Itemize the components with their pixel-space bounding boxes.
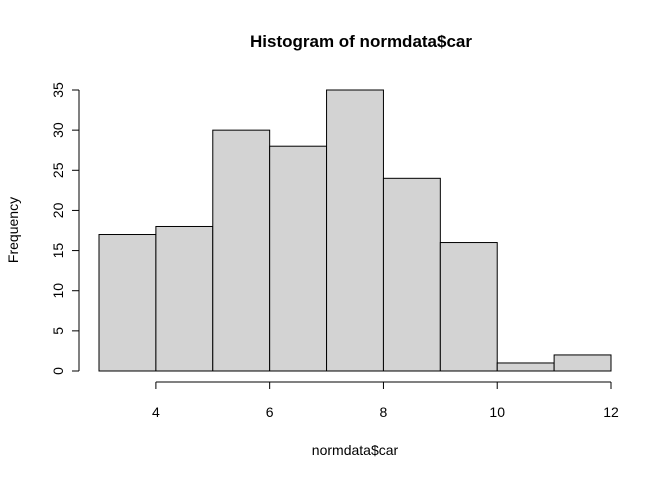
x-tick-label: 8 <box>380 404 388 420</box>
bars-group <box>98 89 612 372</box>
y-tick-label: 20 <box>50 202 66 218</box>
y-tick-label: 25 <box>50 162 66 178</box>
y-tick-label: 0 <box>50 367 66 375</box>
chart-title: Histogram of normdata$car <box>250 32 472 51</box>
x-axis-label: normdata$car <box>312 442 399 458</box>
y-tick-label: 35 <box>50 82 66 98</box>
y-tick-label: 15 <box>50 243 66 259</box>
histogram-bar <box>326 89 384 372</box>
histogram-bar <box>382 177 441 372</box>
histogram-bar <box>439 242 498 372</box>
x-axis: 4 6 8 10 12 <box>152 381 619 420</box>
x-tick-label: 6 <box>266 404 274 420</box>
y-tick-label: 10 <box>50 283 66 299</box>
x-tick-label: 10 <box>489 404 505 420</box>
y-axis-label: Frequency <box>5 197 21 263</box>
histogram-bar <box>553 354 612 372</box>
x-tick-label: 12 <box>603 404 619 420</box>
histogram-bar <box>98 234 157 372</box>
histogram-bar <box>155 225 214 372</box>
histogram-bar <box>496 362 555 372</box>
y-tick-label: 30 <box>50 122 66 138</box>
histogram-bar <box>269 145 328 372</box>
histogram-bar <box>212 129 271 372</box>
y-axis: 0 5 10 15 20 25 30 35 <box>50 82 80 375</box>
x-tick-label: 4 <box>152 404 160 420</box>
y-tick-label: 5 <box>50 327 66 335</box>
